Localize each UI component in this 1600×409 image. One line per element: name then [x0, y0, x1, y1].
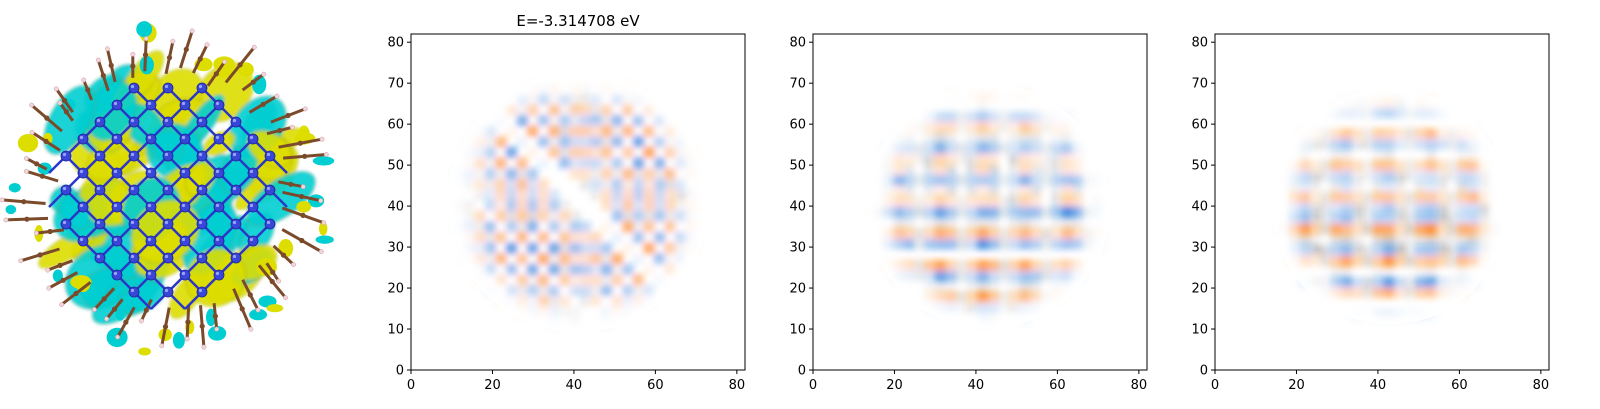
x-tick-label: 80	[729, 378, 746, 393]
axis-ticks-2: 0 20 40 60 80 0 10 20 30 40 50 60 70 80	[789, 36, 1147, 393]
axis-ticks-3: 0 20 40 60 80 0 10 20 30 40 50 60 70 80	[1191, 36, 1549, 393]
y-tick-label: 50	[1191, 159, 1208, 174]
y-tick-label: 60	[1191, 118, 1208, 133]
y-tick-label: 60	[387, 118, 404, 133]
molecule-render	[0, 21, 335, 356]
heatmap-panel-1: E=-3.314708 eV 0 20 40 60 80 0 10 20 30 40 50 60 70 8…	[387, 12, 746, 393]
x-tick-label: 60	[1049, 378, 1066, 393]
y-tick-label: 80	[387, 36, 404, 51]
heatmap-panel-3: 0 20 40 60 80 0 10 20 30 40 50 60 70 80	[1191, 33, 1550, 393]
y-tick-label: 10	[387, 323, 404, 338]
heatmap-panel-2: 0 20 40 60 80 0 10 20 30 40 50 60 70 80	[789, 33, 1148, 393]
x-tick-label: 80	[1533, 378, 1550, 393]
axis-ticks-1: 0 20 40 60 80 0 10 20 30 40 50 60 70 80	[387, 36, 745, 393]
heatmap-2-pattern	[865, 83, 1111, 329]
y-tick-label: 80	[1191, 36, 1208, 51]
y-tick-label: 40	[1191, 200, 1208, 215]
x-tick-label: 20	[1288, 378, 1305, 393]
axes-frame-2	[812, 33, 1148, 371]
x-tick-label: 0	[809, 378, 817, 393]
y-tick-label: 70	[1191, 77, 1208, 92]
x-tick-label: 40	[566, 378, 583, 393]
x-tick-label: 20	[484, 378, 501, 393]
y-tick-label: 40	[387, 200, 404, 215]
x-tick-label: 40	[1370, 378, 1387, 393]
y-tick-label: 0	[1200, 364, 1208, 379]
y-tick-label: 10	[1191, 323, 1208, 338]
x-tick-label: 40	[968, 378, 985, 393]
y-tick-label: 20	[789, 282, 806, 297]
y-tick-label: 30	[387, 241, 404, 256]
y-tick-label: 0	[798, 364, 806, 379]
y-tick-label: 50	[789, 159, 806, 174]
y-tick-label: 60	[789, 118, 806, 133]
y-tick-label: 70	[789, 77, 806, 92]
x-tick-label: 0	[407, 378, 415, 393]
y-tick-label: 70	[387, 77, 404, 92]
y-tick-label: 80	[789, 36, 806, 51]
panel-1-title: E=-3.314708 eV	[516, 12, 640, 30]
y-tick-label: 50	[387, 159, 404, 174]
y-tick-label: 0	[396, 364, 404, 379]
x-tick-label: 60	[1451, 378, 1468, 393]
y-tick-label: 20	[1191, 282, 1208, 297]
heatmap-1-pattern	[447, 71, 709, 333]
y-tick-label: 30	[789, 241, 806, 256]
x-tick-label: 60	[647, 378, 664, 393]
x-tick-label: 80	[1131, 378, 1148, 393]
y-tick-label: 40	[789, 200, 806, 215]
heatmap-3-pattern	[1272, 87, 1509, 325]
y-tick-label: 30	[1191, 241, 1208, 256]
axes-frame-3	[1214, 33, 1550, 371]
axes-frame-1	[410, 33, 746, 371]
y-tick-label: 20	[387, 282, 404, 297]
x-tick-label: 0	[1211, 378, 1219, 393]
x-tick-label: 20	[886, 378, 903, 393]
y-tick-label: 10	[789, 323, 806, 338]
